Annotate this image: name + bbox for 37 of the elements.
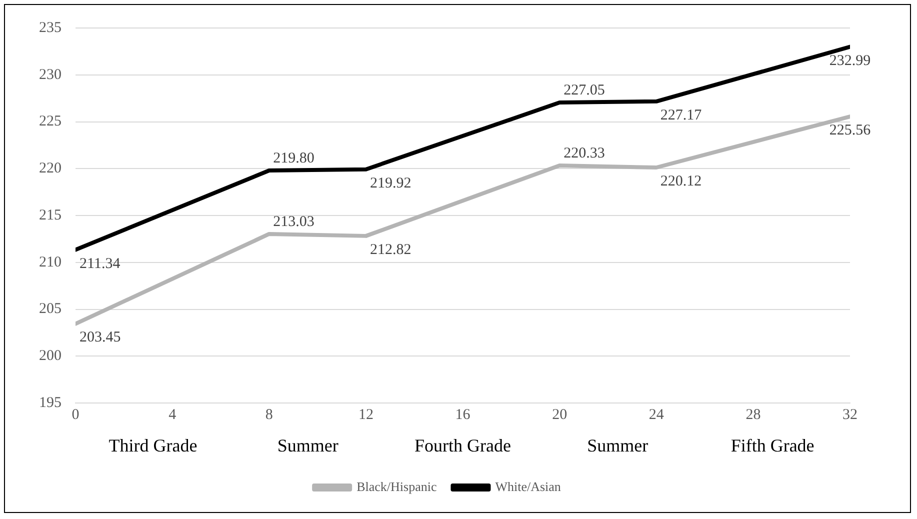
data-label: 219.80 [273,150,314,166]
data-label: 213.03 [273,214,314,230]
data-label: 211.34 [80,256,121,272]
x-tick-label: 4 [168,406,177,423]
text: Fourth Grade [414,436,511,456]
y-tick-label: 215 [39,207,62,224]
legend-label: White/Asian [495,478,562,494]
y-tick-label: 220 [39,160,62,177]
data-label: 232.99 [829,52,871,69]
x-tick-label: 8 [265,406,273,423]
y-tick-label: 235 [39,20,62,36]
legend-label: Black/Hispanic [356,478,437,494]
y-tick-label: 225 [39,114,62,130]
text: Summer [587,436,648,456]
y-tick-label: 205 [39,301,62,318]
x-tick-label: 16 [455,406,471,423]
y-tick-label: 210 [39,254,62,270]
data-label: 220.33 [564,145,605,162]
data-label: 220.12 [660,173,702,190]
data-label: 225.56 [829,122,872,138]
x-tick-label: 20 [552,406,568,423]
data-label: 219.92 [370,175,412,192]
data-label: 212.82 [370,242,412,258]
text: Third Grade [108,436,198,456]
x-tick-label: 32 [842,406,858,423]
text: Summer [277,436,338,456]
x-tick-label: 12 [358,406,374,423]
data-label: 227.17 [660,107,702,124]
text: Fifth Grade [730,436,814,456]
data-label: 227.05 [564,82,605,98]
y-tick-label: 195 [39,394,62,411]
x-tick-label: 28 [746,406,761,423]
x-tick-label: 24 [648,406,664,423]
x-tick-label: 0 [72,406,80,423]
y-tick-label: 230 [39,66,62,83]
data-label: 203.45 [80,330,121,346]
y-tick-label: 200 [39,348,62,364]
